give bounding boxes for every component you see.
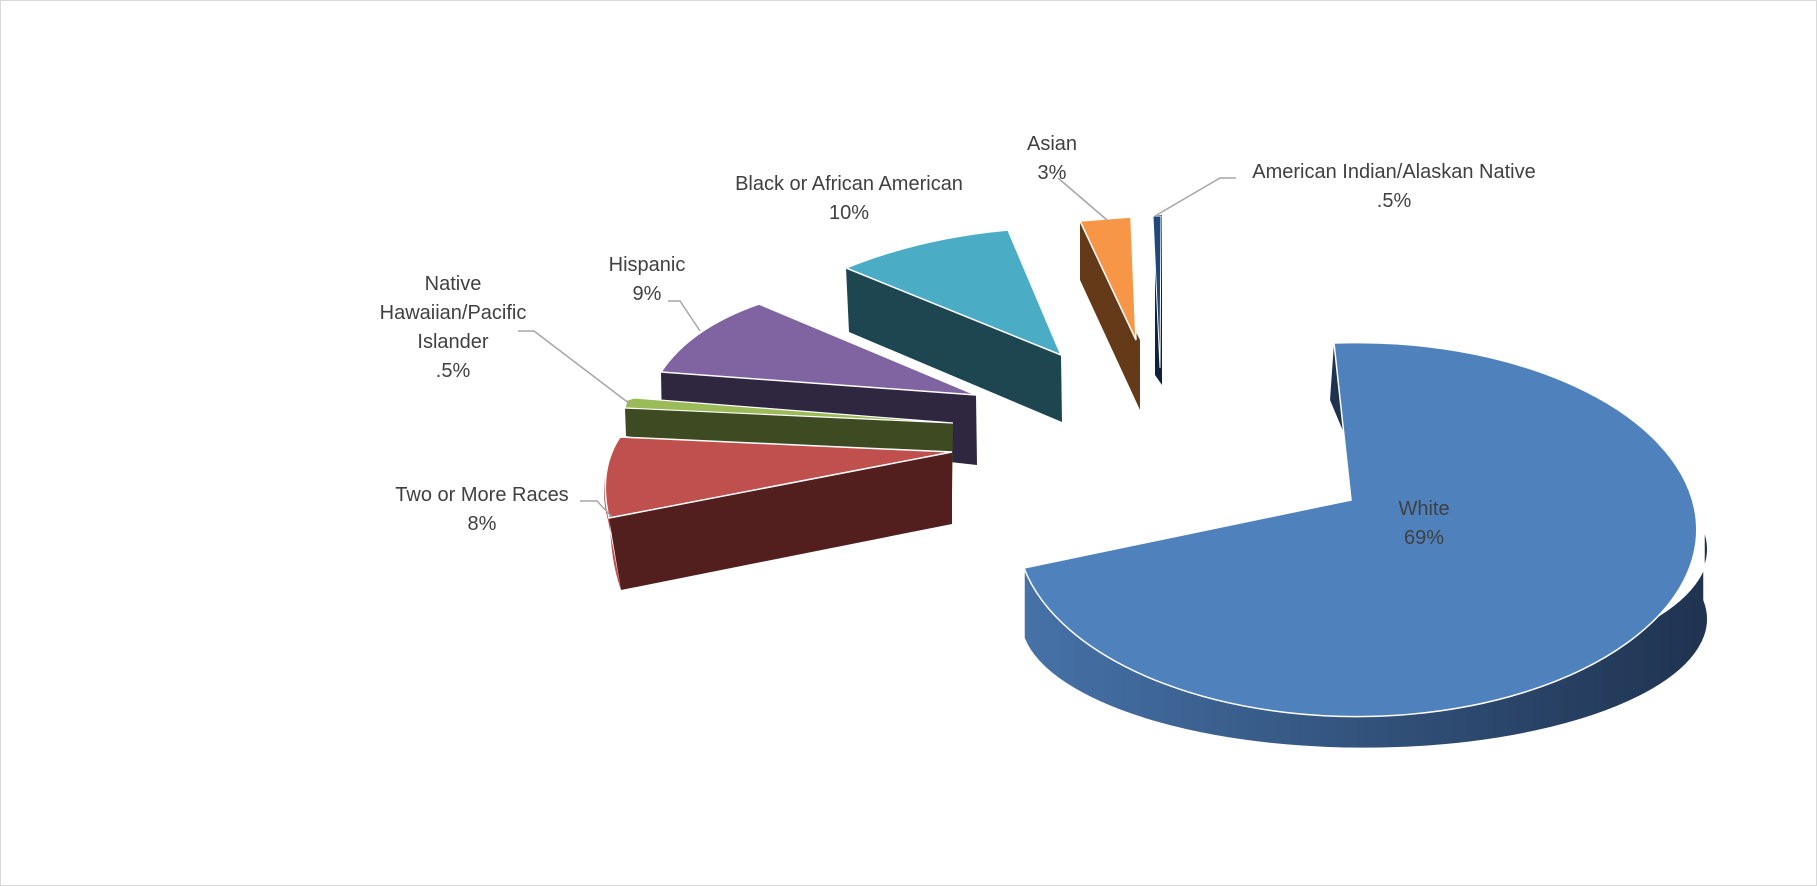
data-labels: White 69% Two or More Races 8% Native Ha… (380, 133, 1536, 549)
data-label-category-native-hawaiian-line2: Hawaiian/Pacific (380, 302, 527, 324)
data-label-category-white: White (1398, 498, 1449, 520)
slice-top (624, 397, 954, 424)
pie-slice-asian (1078, 216, 1140, 410)
leader-line-two-or-more (580, 500, 613, 518)
slice-side (609, 452, 952, 590)
data-label-value-asian: 3% (1038, 162, 1067, 184)
data-label-value-native-hawaiian: .5% (436, 360, 471, 382)
data-label-category-hispanic: Hispanic (609, 254, 686, 276)
leader-line-asian (1057, 177, 1108, 221)
leader-line-american-indian (1154, 177, 1236, 217)
slice-side (1080, 221, 1140, 410)
leader-line-hispanic (668, 300, 701, 332)
data-label-category-asian: Asian (1027, 133, 1077, 155)
pie-slice-white (1022, 341, 1709, 750)
pie-slice-black (844, 229, 1063, 422)
slice-top (604, 436, 953, 519)
data-label-category-two-or-more: Two or More Races (395, 484, 568, 506)
slice-top (844, 229, 1063, 357)
slice-top (1022, 341, 1698, 718)
data-label-category-american-indian: American Indian/Alaskan Native (1252, 161, 1535, 183)
data-label-value-american-indian: .5% (1377, 190, 1412, 212)
data-label-value-black: 10% (829, 202, 869, 224)
slice-wall (1330, 343, 1351, 500)
data-label-category-native-hawaiian-line3: Islander (417, 331, 488, 353)
data-label-value-two-or-more: 8% (468, 513, 497, 535)
leader-lines (518, 177, 1236, 518)
data-label-category-native-hawaiian-line1: Native (425, 273, 482, 295)
pie-slice-two-or-more (604, 436, 953, 590)
slice-top (1152, 215, 1162, 369)
leader-line-native-hawaiian (518, 330, 631, 405)
data-label-value-white: 69% (1404, 527, 1444, 549)
slice-side (846, 268, 1062, 422)
data-label-category-black: Black or African American (735, 173, 963, 195)
slice-top (659, 303, 977, 396)
pie-slice-american-indian (1152, 215, 1162, 385)
data-label-value-hispanic: 9% (633, 283, 662, 305)
